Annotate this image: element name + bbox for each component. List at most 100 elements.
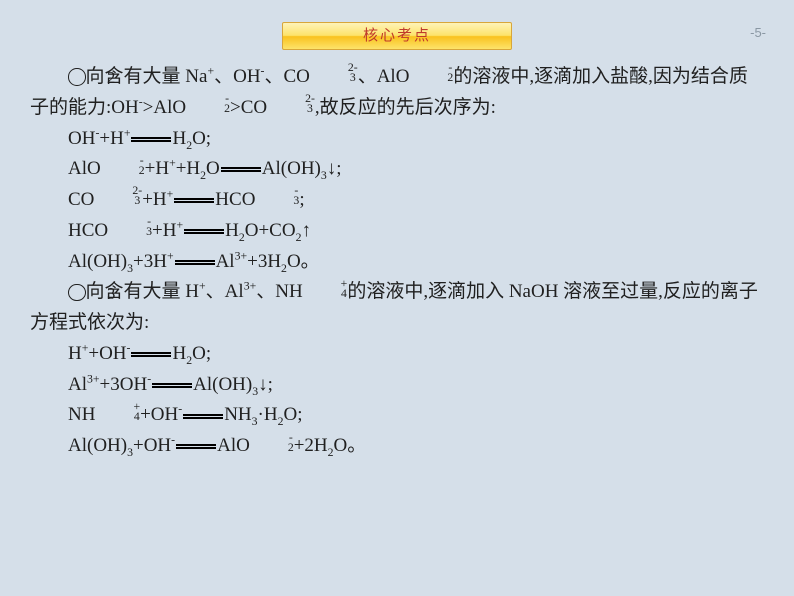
text: Al(OH)	[193, 374, 252, 395]
text: AlO	[68, 158, 101, 179]
text: HCO	[215, 189, 255, 210]
text: NH	[224, 404, 251, 425]
equals-sign	[183, 414, 223, 419]
text: ↑	[301, 220, 311, 241]
text: AlO	[217, 435, 250, 456]
equation-3-2: Al3++3OH-Al(OH)3↓;	[30, 370, 764, 401]
text: +3H	[247, 251, 281, 272]
equals-sign	[174, 198, 214, 203]
equation-3-4: Al(OH)3+OH-AlO-2+2H2O。	[30, 431, 764, 462]
text: +3H	[133, 251, 167, 272]
sup: -	[178, 403, 182, 416]
equals-sign	[152, 383, 192, 388]
text: O;	[192, 128, 211, 149]
core-topic-badge: 核心考点	[282, 22, 512, 50]
equation-2-1: OH-+H+H2O;	[30, 124, 764, 155]
text: O;	[192, 343, 211, 364]
text: 、OH	[214, 66, 260, 87]
text: O	[206, 158, 220, 179]
stack: +4	[303, 279, 348, 299]
text: ;	[299, 189, 304, 210]
text: +OH	[140, 404, 178, 425]
sup: 3+	[87, 372, 100, 385]
sup: +	[199, 280, 206, 293]
equation-2-2: AlO-2+H++H2OAl(OH)3↓;	[30, 154, 764, 185]
main-content: 2向含有大量 Na+、OH-、CO2-3、AlO-2的溶液中,逐滴加入盐酸,因为…	[30, 62, 764, 462]
stack: 2-3	[94, 186, 142, 206]
stack: 2-3	[310, 63, 358, 83]
sup: +	[124, 126, 131, 139]
stack: -2	[101, 156, 145, 176]
text: +OH	[133, 435, 171, 456]
stack: 2-3	[267, 94, 315, 114]
text: O。	[334, 435, 367, 456]
text: O;	[283, 404, 302, 425]
equation-2-4: HCO-3+H+H2O+CO2↑	[30, 216, 764, 247]
equation-2-5: Al(OH)3+3H+Al3++3H2O。	[30, 247, 764, 278]
equals-sign	[221, 167, 261, 172]
text: Al(OH)	[68, 435, 127, 456]
text: >AlO	[143, 97, 186, 118]
stack: -2	[186, 94, 230, 114]
text: 、AlO	[358, 66, 410, 87]
text: ↓;	[258, 374, 273, 395]
sup: +	[167, 249, 174, 262]
equation-2-3: CO2-3+H+ HCO-3;	[30, 185, 764, 216]
text: +H	[99, 128, 123, 149]
text: OH	[68, 128, 95, 149]
circled-3: 3	[68, 284, 86, 302]
stack: -3	[108, 217, 152, 237]
text: +H	[142, 189, 166, 210]
text: HCO	[68, 220, 108, 241]
sup: -	[147, 372, 151, 385]
text: 向含有大量 Na	[86, 66, 208, 87]
sup: -	[127, 342, 131, 355]
equation-3-3: NH+4+OH-NH3·H2O;	[30, 400, 764, 431]
text: H	[172, 128, 186, 149]
text: +3OH	[100, 374, 148, 395]
stack: -2	[409, 63, 453, 83]
sup: -	[171, 434, 175, 447]
stack: +4	[95, 402, 140, 422]
text: Al(OH)	[68, 251, 127, 272]
text: H	[172, 343, 186, 364]
text: ·H	[258, 404, 278, 425]
text: H	[68, 343, 82, 364]
sup: 3+	[244, 280, 257, 293]
text: 、NH	[256, 281, 302, 302]
text: Al	[216, 251, 235, 272]
page-number: -5-	[750, 25, 766, 40]
sup: +	[176, 219, 183, 232]
text: ↓;	[327, 158, 342, 179]
equals-sign	[176, 444, 216, 449]
text: 、CO	[264, 66, 309, 87]
text: 、Al	[206, 281, 244, 302]
equals-sign	[131, 352, 171, 357]
paragraph-2: 2向含有大量 Na+、OH-、CO2-3、AlO-2的溶液中,逐滴加入盐酸,因为…	[30, 62, 764, 124]
text: 向含有大量 H	[86, 281, 199, 302]
text: NH	[68, 404, 95, 425]
text: O+CO	[245, 220, 296, 241]
text: +H	[145, 158, 169, 179]
text: >CO	[230, 97, 267, 118]
equation-3-1: H++OH-H2O;	[30, 339, 764, 370]
sup: +	[167, 188, 174, 201]
paragraph-3: 3向含有大量 H+、Al3+、NH+4的溶液中,逐滴加入 NaOH 溶液至过量,…	[30, 277, 764, 339]
text: Al(OH)	[262, 158, 321, 179]
equals-sign	[184, 229, 224, 234]
text: +H	[176, 158, 200, 179]
text: O。	[287, 251, 320, 272]
text: +H	[152, 220, 176, 241]
text: ,故反应的先后次序为:	[315, 97, 496, 118]
sup: 3+	[235, 249, 248, 262]
equals-sign	[131, 137, 171, 142]
stack: -2	[250, 433, 294, 453]
text: Al	[68, 374, 87, 395]
text: CO	[68, 189, 94, 210]
stack: -3	[255, 186, 299, 206]
text: +2H	[294, 435, 328, 456]
text: H	[225, 220, 239, 241]
equals-sign	[175, 260, 215, 265]
text: +OH	[88, 343, 126, 364]
circled-2: 2	[68, 68, 86, 86]
